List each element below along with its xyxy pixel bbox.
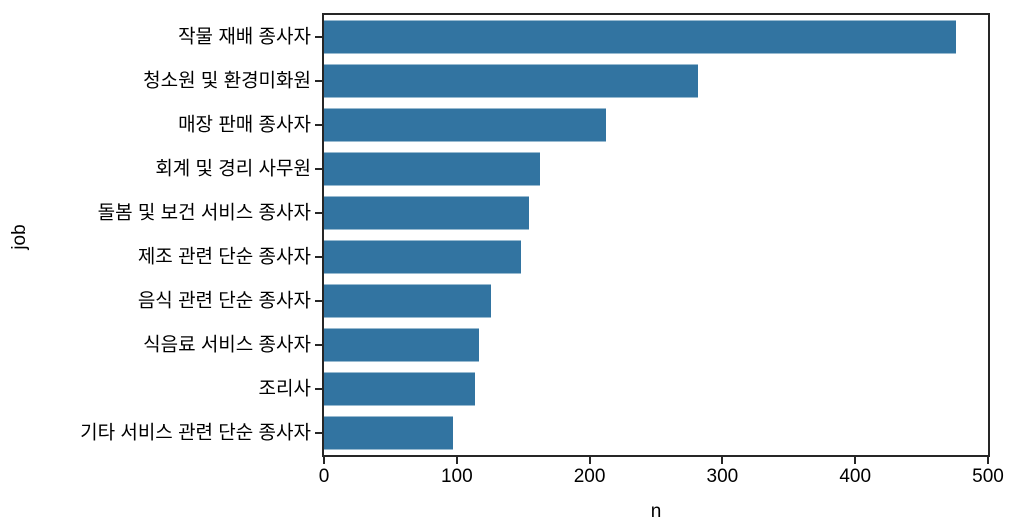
- y-tick-mark: [315, 36, 322, 38]
- bar: [324, 108, 606, 142]
- bar-row: 청소원 및 환경미화원: [143, 59, 988, 103]
- bar-row: 회계 및 경리 사무원: [155, 147, 988, 191]
- bar-row: 조리사: [259, 367, 988, 411]
- bar: [324, 152, 541, 186]
- bar: [324, 372, 476, 406]
- x-tick-label: 300: [706, 466, 739, 487]
- bar-row: 매장 판매 종사자: [178, 103, 988, 147]
- bar-row: 돌봄 및 보건 서비스 종사자: [98, 191, 988, 235]
- bar: [324, 284, 492, 318]
- bar: [324, 240, 521, 274]
- x-tick-label: 200: [573, 466, 606, 487]
- y-tick-mark: [315, 256, 322, 258]
- x-tick-label: 400: [839, 466, 872, 487]
- y-tick-label: 기타 서비스 관련 단순 종사자: [80, 422, 311, 444]
- y-tick-label: 식음료 서비스 종사자: [143, 334, 311, 356]
- x-axis-title: n: [650, 501, 662, 522]
- x-tick-mark: [854, 457, 857, 464]
- x-tick-mark: [721, 457, 724, 464]
- x-tick-label: 100: [440, 466, 473, 487]
- y-tick-label: 작물 재배 종사자: [178, 26, 311, 48]
- x-tick-mark: [455, 457, 458, 464]
- bar: [324, 196, 529, 230]
- x-tick-mark: [987, 457, 989, 464]
- x-tick-label: 0: [318, 466, 330, 487]
- y-tick-mark: [315, 432, 322, 434]
- y-tick-label: 제조 관련 단순 종사자: [137, 246, 311, 268]
- bar-row: 제조 관련 단순 종사자: [138, 235, 988, 279]
- y-tick-label: 음식 관련 단순 종사자: [137, 290, 311, 312]
- y-tick-label: 매장 판매 종사자: [178, 114, 311, 136]
- y-tick-mark: [315, 168, 322, 170]
- bar: [324, 20, 957, 54]
- x-tick-mark: [323, 457, 325, 464]
- y-tick-label: 조리사: [258, 378, 311, 400]
- bar-row: 음식 관련 단순 종사자: [138, 279, 988, 323]
- y-tick-label: 회계 및 경리 사무원: [155, 158, 311, 180]
- y-tick-mark: [315, 212, 322, 214]
- bar: [324, 416, 453, 450]
- y-tick-label: 청소원 및 환경미화원: [143, 70, 311, 92]
- bar: [324, 328, 480, 362]
- y-tick-mark: [315, 344, 322, 346]
- bar-row: 작물 재배 종사자: [178, 15, 988, 59]
- y-tick-mark: [315, 80, 322, 82]
- x-tick-mark: [588, 457, 591, 464]
- x-tick-label: 500: [972, 466, 1004, 487]
- bar-row: 기타 서비스 관련 단순 종사자: [80, 411, 988, 455]
- y-axis-title: job: [9, 224, 30, 250]
- bar-row: 식음료 서비스 종사자: [143, 323, 988, 367]
- y-tick-mark: [315, 388, 322, 390]
- y-tick-label: 돌봄 및 보건 서비스 종사자: [97, 202, 311, 224]
- y-tick-mark: [315, 124, 322, 126]
- bar: [324, 64, 699, 98]
- y-tick-mark: [315, 300, 322, 302]
